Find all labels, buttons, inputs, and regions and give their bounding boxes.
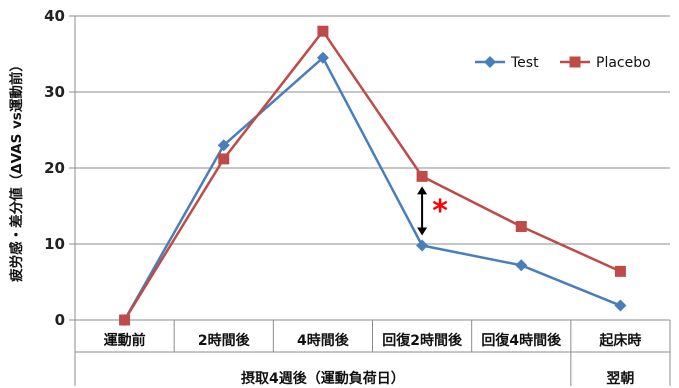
data-point-test xyxy=(416,239,429,252)
legend-label-placebo: Placebo xyxy=(596,55,651,71)
x-category-label: 回復4時間後 xyxy=(481,332,562,349)
legend-marker-placebo xyxy=(569,56,581,68)
data-point-placebo xyxy=(416,170,428,182)
series-line-test xyxy=(123,56,621,321)
annotation-layer: * xyxy=(417,186,448,236)
data-point-test xyxy=(515,259,528,272)
arrowhead-up xyxy=(417,186,428,195)
x-category-label: 運動前 xyxy=(104,332,146,349)
series-line-placebo xyxy=(123,29,621,321)
x-category-label: 4時間後 xyxy=(297,332,350,349)
data-point-placebo xyxy=(515,221,527,233)
data-point-test xyxy=(614,299,627,312)
series-layer xyxy=(118,25,627,326)
x-category-label: 2時間後 xyxy=(198,332,251,349)
legend-label-test: Test xyxy=(510,55,539,71)
legend-marker-test xyxy=(484,56,496,68)
y-axis-title: 疲労感・差分値（ΔVAS vs運動前） xyxy=(8,58,25,282)
y-tick-label: 40 xyxy=(44,7,65,25)
data-point-placebo xyxy=(614,265,626,277)
x-category-label: 回復2時間後 xyxy=(382,332,463,349)
data-point-test xyxy=(217,139,230,152)
data-point-placebo xyxy=(119,314,131,326)
significance-asterisk: * xyxy=(432,194,448,229)
grid-layer xyxy=(75,15,670,245)
data-point-placebo xyxy=(317,25,329,37)
y-tick-label: 10 xyxy=(44,235,65,253)
legend: Test Placebo xyxy=(475,55,651,71)
x-category-label: 起床時 xyxy=(598,332,641,349)
y-tick-label: 20 xyxy=(44,159,65,177)
y-tick-label: 30 xyxy=(44,83,65,101)
data-point-placebo xyxy=(218,153,230,165)
y-tick-label: 0 xyxy=(55,311,65,329)
x-group-label: 摂取4週後（運動負荷日） xyxy=(241,370,405,387)
x-group-label: 翌朝 xyxy=(606,370,634,387)
data-point-test xyxy=(316,51,329,64)
arrowhead-down xyxy=(417,227,428,236)
axis-layer: 0 10 20 30 40 運動前 2時間後 4時間後 回復2時間後 回復4時間後 起床時摂取4週後… xyxy=(44,7,671,387)
